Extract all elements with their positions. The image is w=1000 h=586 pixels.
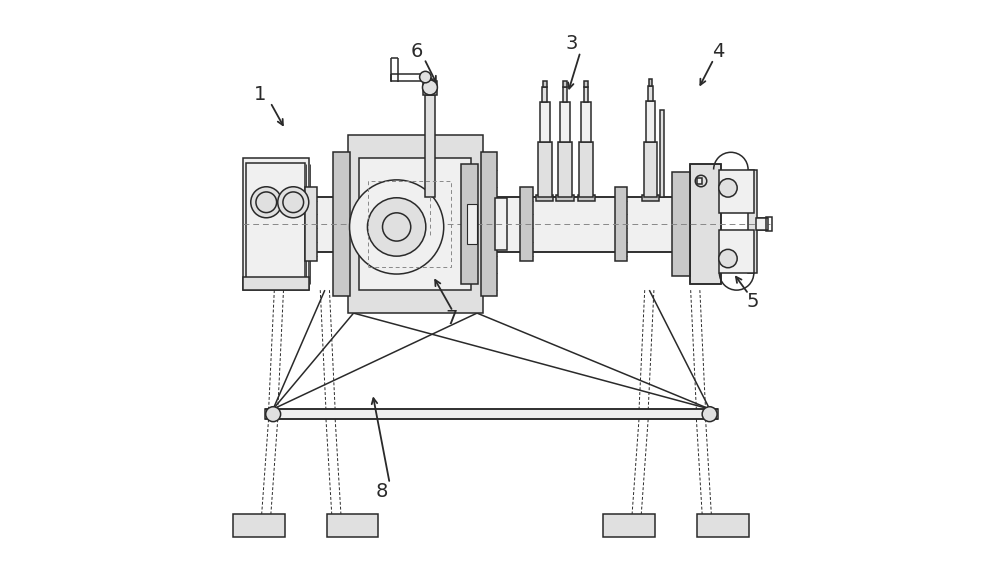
Bar xyxy=(558,142,572,196)
Bar xyxy=(520,187,533,261)
Bar xyxy=(766,217,772,231)
Circle shape xyxy=(420,71,431,83)
Text: 1: 1 xyxy=(254,86,266,104)
Bar xyxy=(642,195,659,201)
Bar xyxy=(660,110,664,196)
Bar xyxy=(423,80,437,95)
Circle shape xyxy=(367,197,426,256)
Circle shape xyxy=(695,175,707,187)
Bar xyxy=(368,181,451,267)
Bar xyxy=(560,102,570,142)
Bar xyxy=(327,514,378,537)
Bar xyxy=(246,163,305,285)
Bar xyxy=(644,142,657,196)
Circle shape xyxy=(719,179,737,197)
Bar xyxy=(690,164,721,284)
Bar xyxy=(563,80,567,87)
Text: 4: 4 xyxy=(712,42,724,62)
Bar xyxy=(584,87,588,102)
Text: 6: 6 xyxy=(411,42,423,62)
Circle shape xyxy=(719,250,737,268)
Bar xyxy=(243,278,309,290)
Text: 5: 5 xyxy=(746,292,759,311)
Bar xyxy=(719,169,754,213)
Circle shape xyxy=(702,407,717,422)
Bar xyxy=(584,80,588,87)
Bar xyxy=(305,196,687,251)
Bar xyxy=(649,79,652,86)
Bar xyxy=(243,158,309,290)
Bar xyxy=(579,142,593,196)
Bar xyxy=(461,164,478,284)
Bar xyxy=(542,87,547,102)
Bar xyxy=(425,95,435,196)
Bar xyxy=(540,102,550,142)
Text: 3: 3 xyxy=(566,33,578,53)
Bar xyxy=(348,135,483,313)
Bar xyxy=(756,219,768,230)
Bar xyxy=(543,80,547,87)
Bar xyxy=(697,514,749,537)
Bar xyxy=(748,169,757,273)
Bar xyxy=(233,514,285,537)
Bar xyxy=(333,152,350,296)
Bar xyxy=(690,164,721,284)
Text: 8: 8 xyxy=(376,482,388,500)
Bar xyxy=(578,195,595,201)
Circle shape xyxy=(251,187,282,218)
Bar xyxy=(672,172,690,276)
Bar xyxy=(467,204,477,244)
Bar xyxy=(538,142,552,196)
Bar xyxy=(603,514,655,537)
Bar xyxy=(648,86,653,101)
Circle shape xyxy=(422,80,437,95)
Bar xyxy=(481,152,497,296)
Bar xyxy=(495,198,507,250)
Text: 7: 7 xyxy=(445,309,457,328)
Bar xyxy=(697,178,702,184)
Circle shape xyxy=(350,180,444,274)
Bar xyxy=(646,101,655,142)
Circle shape xyxy=(266,407,281,422)
Circle shape xyxy=(278,187,309,218)
Bar xyxy=(305,187,317,261)
Bar xyxy=(719,230,754,273)
Bar xyxy=(563,87,567,102)
Bar xyxy=(615,187,627,261)
Bar xyxy=(536,195,553,201)
Bar xyxy=(581,102,591,142)
Bar xyxy=(359,158,471,290)
Bar xyxy=(556,195,574,201)
Bar xyxy=(265,409,718,420)
